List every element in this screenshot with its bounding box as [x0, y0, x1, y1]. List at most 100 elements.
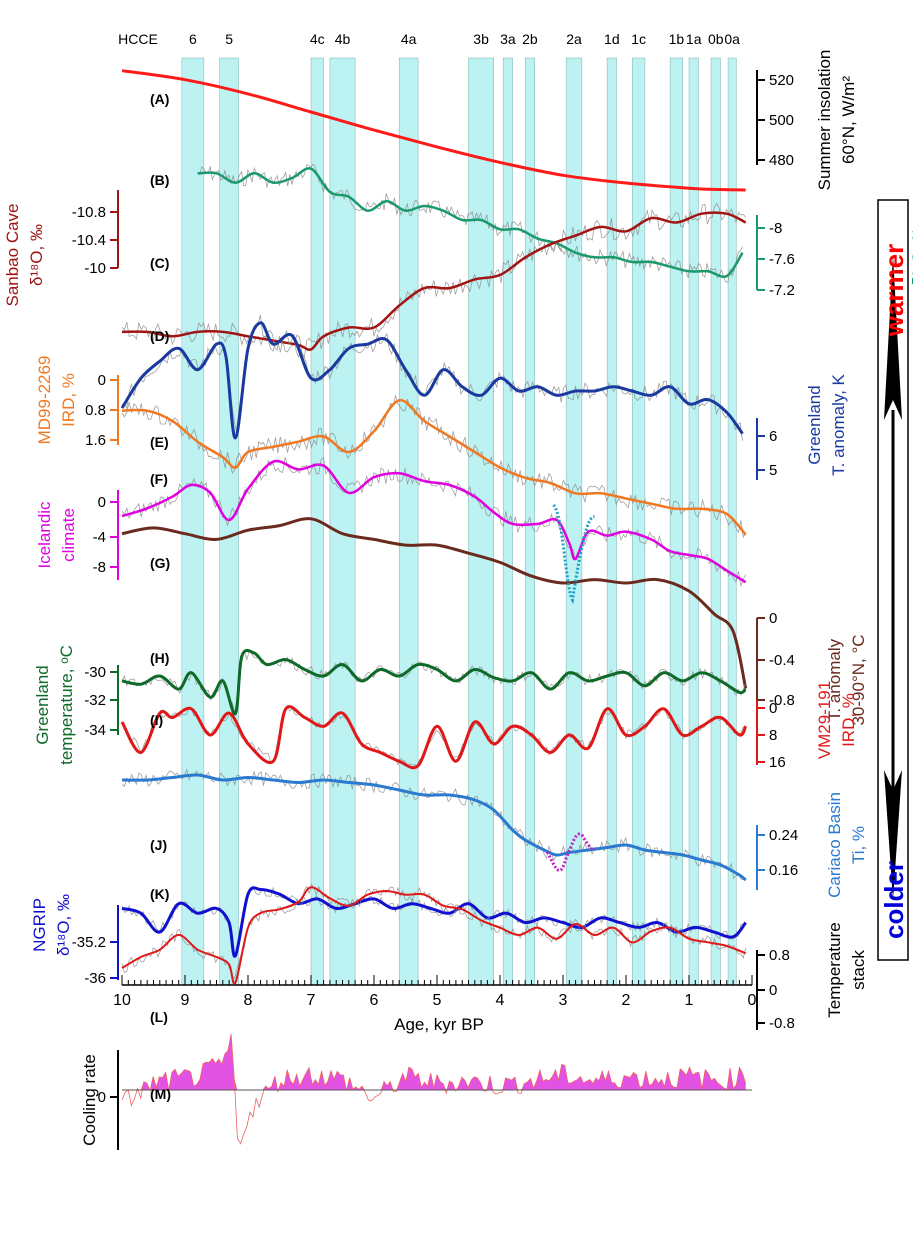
right-tick-label-stack: 0 [769, 982, 777, 999]
left-tick-label-sanbao: -10.4 [72, 232, 106, 249]
left-tick-label-greenland-temp: -34 [84, 722, 106, 739]
event-label-3b: 3b [473, 31, 489, 47]
panel-e [122, 396, 746, 537]
left-axis-title-line1: Greenland [33, 665, 52, 744]
x-tick-label: 5 [433, 992, 442, 1009]
left-tick-label-iceland: 0 [98, 494, 106, 511]
series-line-(H) [122, 650, 746, 714]
left-tick-label-iceland: -8 [93, 559, 106, 576]
right-axis-title-insolation: Summer insolation 60°N, W/m² [815, 50, 858, 191]
right-axis-title-line2: IRD, % [839, 693, 858, 747]
panel-letter-l: (L) [150, 1009, 168, 1025]
right-tick-label-dongge: -7.6 [769, 251, 795, 268]
right-axis-title-line1: Greenland [805, 385, 824, 464]
event-label-1d: 1d [604, 31, 620, 47]
panel-i [122, 706, 746, 768]
left-tick-label-iceland: -4 [93, 529, 106, 546]
panel-c [122, 204, 746, 358]
series-line-(D) [122, 323, 743, 438]
event-label-0a: 0a [724, 31, 740, 47]
left-tick-label-sanbao: -10.8 [72, 204, 106, 221]
right-tick-label-cariaco: 0.24 [769, 827, 798, 844]
colder-text: colder [879, 861, 909, 939]
panel-letter-j: (J) [150, 837, 167, 853]
panel-m [122, 1034, 752, 1144]
right-tick-label-insolation: 500 [769, 112, 794, 129]
x-tick-label: 4 [496, 992, 505, 1009]
left-tick-label-greenland-temp: -32 [84, 692, 106, 709]
left-axis-title-iceland: Icelandic climate [35, 501, 78, 569]
raw-series-(E) [122, 396, 746, 537]
right-axis-title-line1: Summer insolation [815, 50, 834, 191]
event-label-1b: 1b [669, 31, 685, 47]
right-axis-title-greenland-t: Greenland T. anomaly, K [805, 373, 848, 475]
right-tick-label-t-anom: 0 [769, 610, 777, 627]
right-tick-label-dongge: -7.2 [769, 282, 795, 299]
event-label-4b: 4b [335, 31, 351, 47]
series-line-(E) [122, 400, 746, 535]
right-tick-label-t-anom: -0.4 [769, 652, 795, 669]
panel-letter-f: (F) [150, 471, 168, 487]
right-tick-label-greenland-t: 6 [769, 428, 777, 445]
left-axis-title-line1: Icelandic [35, 501, 54, 569]
event-band-5 [220, 58, 239, 985]
raw-series-(D) [122, 315, 743, 441]
panel-letter-k: (K) [150, 886, 169, 902]
x-tick-label: 7 [307, 992, 316, 1009]
warmer-text: warmer [879, 244, 909, 338]
cooling-rate-fill [122, 1034, 746, 1090]
left-axis-title-greenland-temp: Greenland temperature, ᵒC [33, 645, 76, 765]
left-tick-label-greenland-temp: -30 [84, 664, 106, 681]
x-tick-label: 0 [748, 992, 757, 1009]
right-axis-title-line2: 60°N, W/m² [839, 76, 858, 164]
right-tick-label-insolation: 520 [769, 72, 794, 89]
x-tick-label: 3 [559, 992, 568, 1009]
event-label-HCCE: HCCE [118, 31, 158, 47]
right-axis-title-line2: T. anomaly, K [829, 373, 848, 475]
panel-d [122, 315, 743, 441]
panel-letter-a: (A) [150, 91, 169, 107]
series-line-(G) [122, 519, 746, 689]
x-tick-label: 8 [244, 992, 253, 1009]
left-axis-title-cooling: Cooling rate [80, 1054, 99, 1146]
right-tick-label-vm29: 8 [769, 727, 777, 744]
left-axis-title-line2: climate [59, 508, 78, 562]
panel-letter-g: (G) [150, 555, 170, 571]
right-tick-label-insolation: 480 [769, 152, 794, 169]
x-tick-label: 9 [181, 992, 190, 1009]
event-band-2a [566, 58, 582, 985]
panel-letter-m: (M) [150, 1086, 171, 1102]
left-axis-title-line1: Cooling rate [80, 1054, 99, 1146]
panel-j [122, 770, 746, 881]
left-tick-label-md99: 0.8 [85, 402, 106, 419]
right-tick-label-stack: -0.8 [769, 1015, 795, 1032]
left-axis-title-line1: MD99-2269 [35, 356, 54, 445]
event-label-5: 5 [225, 31, 233, 47]
left-axis-title-line1: NGRIP [30, 898, 49, 952]
right-axis-title-line2: Ti, % [849, 826, 868, 864]
event-label-2b: 2b [522, 31, 538, 47]
panel-letter-e: (E) [150, 434, 169, 450]
raw-series-(I) [122, 706, 746, 766]
event-label-4c: 4c [310, 31, 325, 47]
event-label-6: 6 [189, 31, 197, 47]
panel-g [122, 519, 746, 689]
warmer-label: warmer [879, 244, 909, 338]
event-band-3b [469, 58, 494, 985]
left-axis-title-line2: IRD, % [59, 373, 78, 427]
panel-f [122, 457, 746, 585]
colder-label: colder [879, 861, 909, 939]
right-axis-title-line2: δ¹⁸O, ‰ [909, 224, 913, 286]
left-tick-label-ngrip: -35.2 [72, 934, 106, 951]
left-tick-label-md99: 1.6 [85, 432, 106, 449]
event-label-3a: 3a [500, 31, 516, 47]
left-axis-title-line2: temperature, ᵒC [57, 645, 76, 765]
panel-letter-h: (H) [150, 650, 169, 666]
series-line-(I) [122, 707, 746, 768]
panel-letter-c: (C) [150, 255, 169, 271]
x-axis-title: Age, kyr BP [394, 1015, 484, 1034]
right-axis-title-line1: VM29-191 [815, 681, 834, 759]
